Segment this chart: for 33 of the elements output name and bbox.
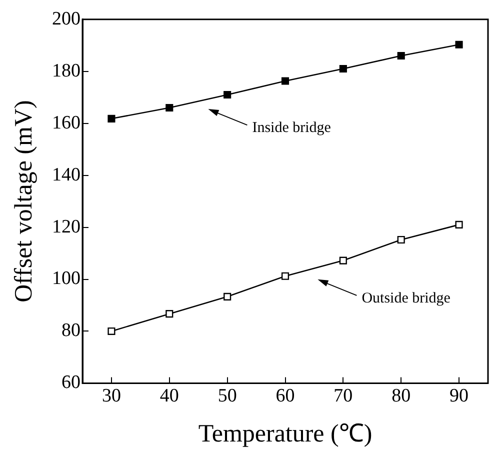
x-tick-label: 80 — [392, 386, 411, 407]
y-tick-label: 100 — [52, 268, 80, 290]
y-axis-title: Offset voltage (mV) — [10, 100, 38, 302]
point — [108, 327, 116, 336]
point — [281, 272, 290, 280]
x-tick-label: 50 — [218, 386, 237, 407]
point — [455, 220, 463, 228]
annotation: Outside bridge — [362, 290, 451, 306]
point — [397, 52, 405, 60]
x-tick-label: 30 — [102, 386, 121, 407]
point — [455, 40, 463, 48]
y-tick-label: 180 — [52, 60, 80, 82]
point — [339, 256, 347, 264]
y-tick-label: 200 — [52, 8, 80, 30]
point — [166, 104, 174, 112]
point — [108, 114, 116, 122]
point — [224, 90, 232, 99]
point — [397, 236, 405, 244]
point — [224, 292, 232, 300]
y-tick-label: 80 — [62, 320, 80, 342]
y-tick-label: 160 — [52, 112, 80, 134]
point — [281, 77, 290, 85]
x-axis-title: Temperature (℃) — [198, 420, 372, 448]
x-tick-label: 40 — [160, 386, 179, 407]
y-tick-label: 120 — [52, 216, 80, 238]
point — [339, 64, 347, 73]
y-tick-label: 60 — [62, 372, 80, 394]
x-tick-label: 90 — [450, 386, 469, 407]
annotation: Inside bridge — [252, 120, 332, 136]
x-tick-label: 70 — [334, 386, 353, 407]
y-tick-label: 140 — [52, 164, 80, 186]
point — [166, 310, 174, 318]
x-tick-label: 60 — [276, 386, 295, 407]
